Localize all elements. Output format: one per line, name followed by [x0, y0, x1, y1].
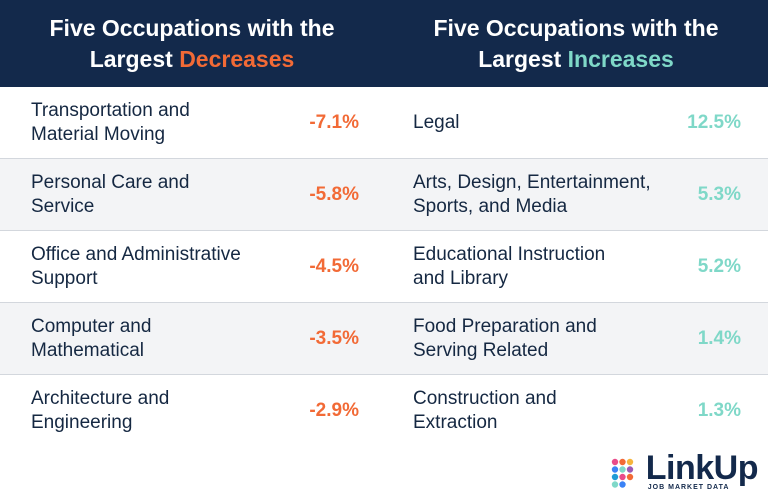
increase-occupation: Arts, Design, Entertainment, Sports, and…: [413, 171, 651, 217]
header-increases-highlight: Increases: [567, 45, 674, 72]
increase-value: 1.3%: [697, 400, 741, 421]
increase-occupation: Food Preparation and Serving Related: [413, 315, 597, 361]
header-decreases: Five Occupations with the Largest Decrea…: [0, 0, 384, 87]
table-row: Architecture and Engineering -2.9% Const…: [0, 375, 768, 447]
header-increases: Five Occupations with the Largest Increa…: [384, 0, 768, 87]
decrease-value: -4.5%: [309, 255, 359, 277]
increase-value: 5.2%: [697, 255, 741, 277]
decrease-occupation: Architecture and Engineering: [31, 388, 170, 433]
header-decreases-highlight: Decreases: [179, 45, 295, 72]
increase-occupation: Legal: [413, 111, 460, 133]
table-header: Five Occupations with the Largest Decrea…: [0, 0, 768, 87]
increase-value: 1.4%: [697, 327, 741, 349]
linkup-logo: LinkUp JOB MARKET DATA: [611, 449, 759, 492]
increase-occupation: Educational Instruction and Library: [413, 243, 606, 289]
logo-subtitle: JOB MARKET DATA: [647, 484, 730, 491]
table-row: Personal Care and Service -5.8% Arts, De…: [0, 159, 768, 231]
increase-value: 12.5%: [687, 111, 741, 133]
header-decreases-prefix: Largest: [89, 45, 180, 72]
table-row: Transportation and Material Moving -7.1%…: [0, 87, 768, 159]
decrease-value: -2.9%: [309, 400, 359, 421]
decrease-occupation: Transportation and Material Moving: [31, 99, 190, 145]
logo-wordmark: LinkUp: [645, 449, 759, 487]
increase-value: 5.3%: [697, 183, 741, 205]
increase-occupation: Construction and Extraction: [413, 388, 557, 433]
linkup-dots-icon: [611, 458, 633, 488]
header-decreases-line2: Largest Decreases: [90, 44, 295, 75]
decrease-occupation: Personal Care and Service: [31, 171, 190, 217]
table-row: Computer and Mathematical -3.5% Food Pre…: [0, 303, 768, 375]
decrease-occupation: Computer and Mathematical: [31, 315, 152, 361]
table-body: Transportation and Material Moving -7.1%…: [0, 87, 768, 447]
header-increases-line1: Five Occupations with the: [433, 14, 719, 41]
decrease-occupation: Office and Administrative Support: [31, 243, 241, 289]
table-row: Office and Administrative Support -4.5% …: [0, 231, 768, 303]
decrease-value: -5.8%: [309, 183, 359, 205]
decrease-value: -7.1%: [309, 111, 359, 133]
header-increases-prefix: Largest: [478, 45, 568, 72]
header-increases-line2: Largest Increases: [478, 44, 674, 75]
header-decreases-line1: Five Occupations with the: [49, 14, 335, 41]
decrease-value: -3.5%: [309, 327, 359, 349]
